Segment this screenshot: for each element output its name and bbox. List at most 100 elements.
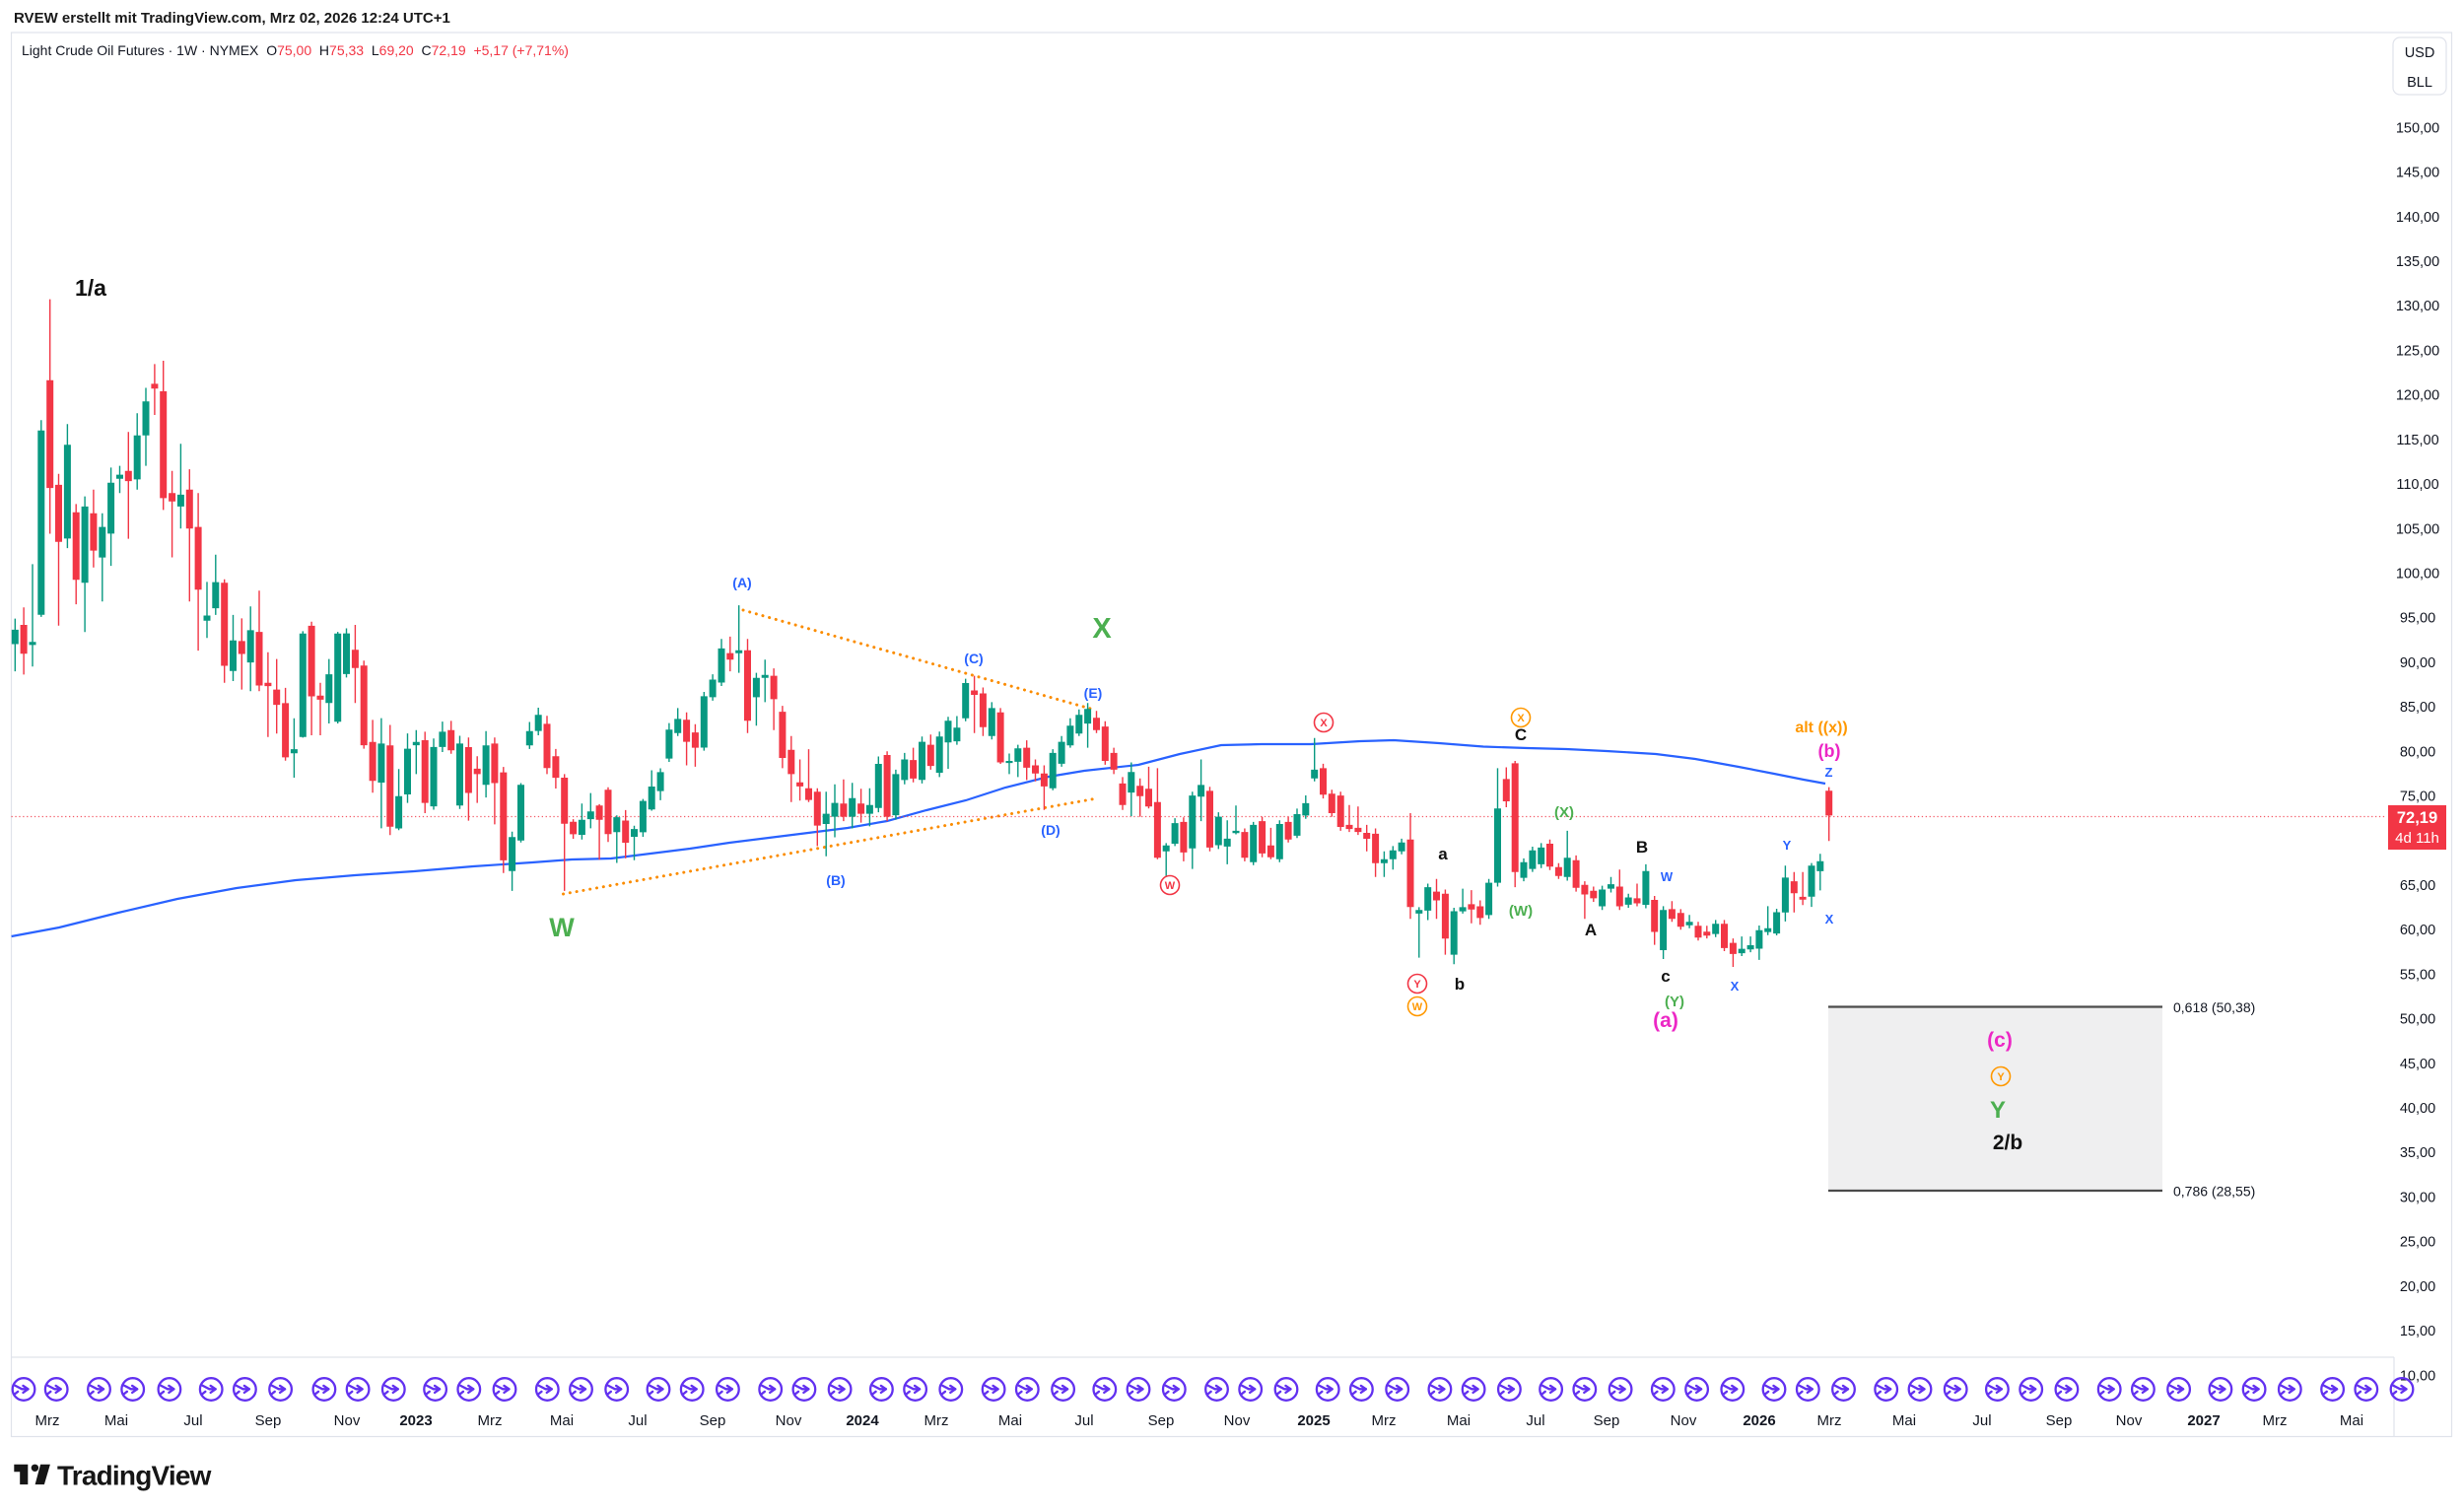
svg-text:Mrz: Mrz xyxy=(478,1412,503,1429)
svg-text:55,00: 55,00 xyxy=(2400,967,2435,983)
svg-text:Nov: Nov xyxy=(2116,1412,2143,1429)
svg-text:C: C xyxy=(1515,725,1527,744)
svg-text:135,00: 135,00 xyxy=(2396,254,2439,270)
svg-text:X: X xyxy=(1825,912,1834,927)
svg-text:Mrz: Mrz xyxy=(2263,1412,2288,1429)
svg-text:Sep: Sep xyxy=(1594,1412,1620,1429)
svg-text:Mai: Mai xyxy=(104,1412,128,1429)
svg-text:(E): (E) xyxy=(1084,685,1103,701)
svg-text:65,00: 65,00 xyxy=(2400,878,2435,894)
svg-text:2027: 2027 xyxy=(2187,1412,2220,1429)
svg-text:Mai: Mai xyxy=(2340,1412,2363,1429)
svg-text:0,618 (50,38): 0,618 (50,38) xyxy=(2173,999,2255,1015)
svg-text:2024: 2024 xyxy=(846,1412,879,1429)
svg-text:Y: Y xyxy=(1413,979,1421,991)
svg-text:c: c xyxy=(1661,967,1670,986)
svg-text:Mrz: Mrz xyxy=(1817,1412,1842,1429)
svg-text:alt ((x)): alt ((x)) xyxy=(1795,720,1847,736)
svg-text:Mai: Mai xyxy=(1892,1412,1916,1429)
svg-text:140,00: 140,00 xyxy=(2396,210,2439,226)
svg-text:130,00: 130,00 xyxy=(2396,299,2439,314)
svg-text:45,00: 45,00 xyxy=(2400,1057,2435,1072)
svg-text:Light Crude Oil Futures · 1W ·: Light Crude Oil Futures · 1W · NYMEX O75… xyxy=(22,42,569,58)
svg-text:(a): (a) xyxy=(1653,1009,1678,1032)
svg-text:150,00: 150,00 xyxy=(2396,120,2439,136)
svg-text:Jul: Jul xyxy=(628,1412,647,1429)
svg-text:W: W xyxy=(1412,1001,1423,1013)
svg-text:105,00: 105,00 xyxy=(2396,521,2439,537)
svg-text:Sep: Sep xyxy=(2046,1412,2073,1429)
svg-text:50,00: 50,00 xyxy=(2400,1012,2435,1028)
svg-text:Mrz: Mrz xyxy=(35,1412,60,1429)
svg-text:Jul: Jul xyxy=(183,1412,202,1429)
svg-text:(C): (C) xyxy=(964,651,983,666)
svg-text:Mrz: Mrz xyxy=(924,1412,949,1429)
svg-text:A: A xyxy=(1585,921,1597,939)
svg-text:110,00: 110,00 xyxy=(2396,477,2438,493)
svg-text:85,00: 85,00 xyxy=(2400,700,2435,716)
svg-text:X: X xyxy=(1517,713,1525,724)
svg-text:b: b xyxy=(1455,975,1465,994)
svg-text:W: W xyxy=(549,913,575,942)
svg-text:W: W xyxy=(1165,880,1176,892)
svg-text:35,00: 35,00 xyxy=(2400,1145,2435,1161)
svg-text:Nov: Nov xyxy=(334,1412,361,1429)
svg-text:Jul: Jul xyxy=(1074,1412,1093,1429)
svg-text:2026: 2026 xyxy=(1743,1412,1775,1429)
svg-text:95,00: 95,00 xyxy=(2400,611,2435,627)
svg-text:X: X xyxy=(1731,979,1740,994)
svg-text:0,786 (28,55): 0,786 (28,55) xyxy=(2173,1184,2255,1200)
svg-text:2025: 2025 xyxy=(1297,1412,1330,1429)
svg-text:120,00: 120,00 xyxy=(2396,388,2439,404)
svg-text:Mrz: Mrz xyxy=(1372,1412,1397,1429)
svg-text:BLL: BLL xyxy=(2407,75,2432,91)
svg-text:100,00: 100,00 xyxy=(2396,567,2439,583)
svg-text:(b): (b) xyxy=(1818,741,1841,761)
svg-text:Mai: Mai xyxy=(1447,1412,1471,1429)
svg-text:10,00: 10,00 xyxy=(2400,1368,2435,1384)
svg-text:75,00: 75,00 xyxy=(2400,789,2435,805)
svg-text:4d 11h: 4d 11h xyxy=(2395,830,2439,847)
svg-text:115,00: 115,00 xyxy=(2396,433,2438,448)
svg-text:W: W xyxy=(1661,869,1674,884)
svg-text:Sep: Sep xyxy=(255,1412,282,1429)
svg-text:25,00: 25,00 xyxy=(2400,1235,2435,1251)
svg-text:Z: Z xyxy=(1825,765,1833,780)
svg-text:60,00: 60,00 xyxy=(2400,923,2435,938)
svg-text:Jul: Jul xyxy=(1526,1412,1544,1429)
svg-text:X: X xyxy=(1092,613,1112,645)
svg-text:Y: Y xyxy=(1997,1071,2005,1083)
svg-text:(B): (B) xyxy=(826,872,845,888)
svg-text:90,00: 90,00 xyxy=(2400,655,2435,671)
svg-text:(A): (A) xyxy=(732,575,751,590)
svg-text:72,19: 72,19 xyxy=(2397,809,2437,827)
svg-text:80,00: 80,00 xyxy=(2400,744,2435,760)
svg-text:TradingView: TradingView xyxy=(57,1461,212,1491)
svg-text:(W): (W) xyxy=(1509,903,1533,920)
svg-text:125,00: 125,00 xyxy=(2396,344,2439,360)
svg-text:a: a xyxy=(1438,845,1448,863)
svg-text:Nov: Nov xyxy=(1224,1412,1251,1429)
svg-text:1/a: 1/a xyxy=(75,275,106,301)
svg-text:RVEW erstellt mit TradingView.: RVEW erstellt mit TradingView.com, Mrz 0… xyxy=(14,10,450,27)
svg-text:Sep: Sep xyxy=(700,1412,726,1429)
svg-text:(D): (D) xyxy=(1041,822,1060,838)
svg-text:B: B xyxy=(1636,838,1648,857)
svg-text:USD: USD xyxy=(2405,45,2435,61)
svg-text:Jul: Jul xyxy=(1972,1412,1991,1429)
svg-text:Mai: Mai xyxy=(998,1412,1022,1429)
svg-text:Sep: Sep xyxy=(1148,1412,1175,1429)
svg-text:30,00: 30,00 xyxy=(2400,1191,2435,1206)
svg-text:2023: 2023 xyxy=(399,1412,432,1429)
svg-text:X: X xyxy=(1320,718,1328,729)
svg-text:(Y): (Y) xyxy=(1665,994,1684,1010)
svg-text:145,00: 145,00 xyxy=(2396,166,2439,181)
svg-text:Nov: Nov xyxy=(776,1412,802,1429)
svg-text:(c): (c) xyxy=(1987,1029,2013,1052)
svg-text:Nov: Nov xyxy=(1671,1412,1697,1429)
svg-text:40,00: 40,00 xyxy=(2400,1101,2435,1117)
svg-text:2/b: 2/b xyxy=(1993,1132,2022,1154)
svg-text:Y: Y xyxy=(1990,1097,2006,1124)
svg-text:15,00: 15,00 xyxy=(2400,1324,2435,1339)
svg-text:Y: Y xyxy=(1783,838,1792,853)
